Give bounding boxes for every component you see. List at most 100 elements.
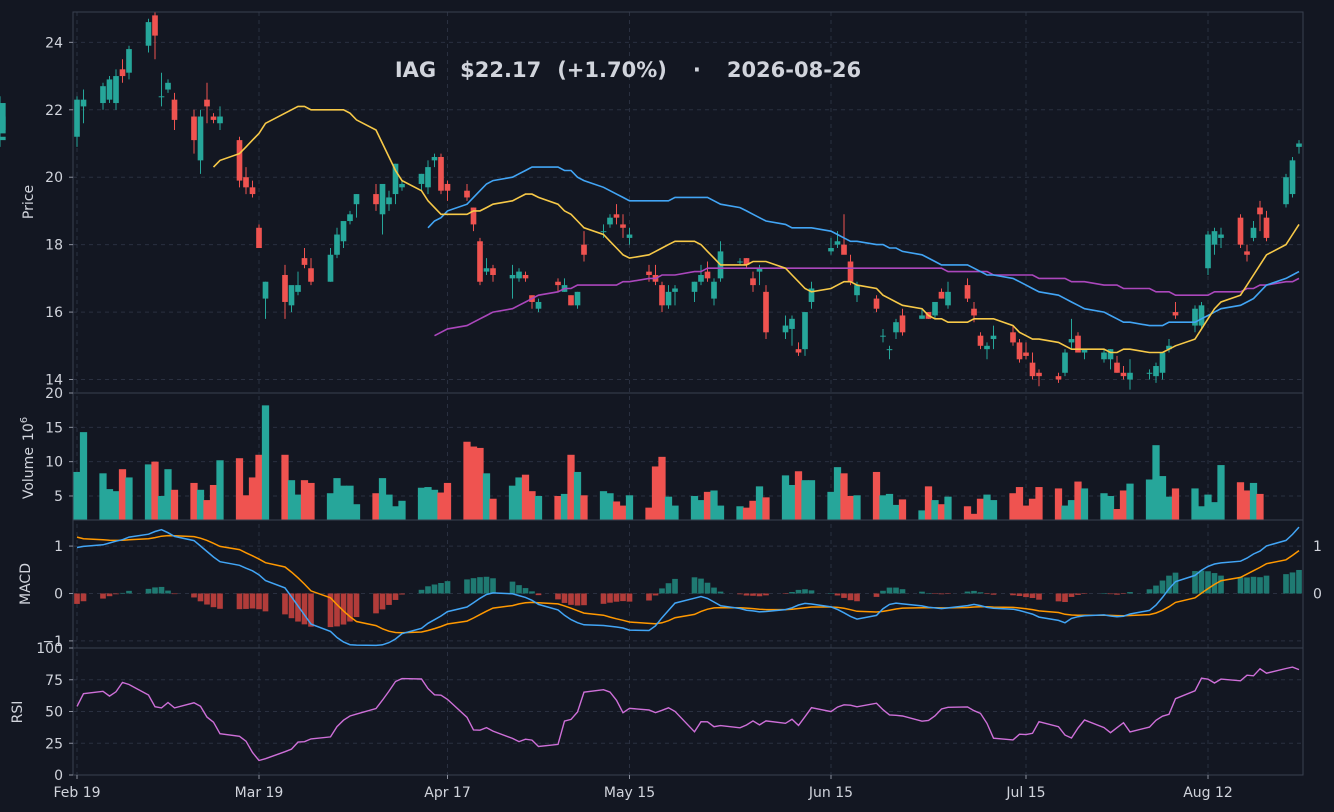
x-tick-label: Aug 12 — [1183, 785, 1233, 801]
candle-body — [100, 86, 106, 104]
price-axis-label: Price — [21, 185, 37, 219]
volume-bar — [203, 500, 211, 520]
candle-body — [295, 285, 301, 292]
candle-body — [691, 281, 698, 292]
volume-bar — [716, 505, 725, 520]
macd-histogram-bar — [100, 593, 106, 599]
volume-bar — [1009, 493, 1017, 520]
volume-bar — [1015, 487, 1024, 520]
macd-histogram-bar — [652, 593, 659, 596]
candle-body — [938, 291, 945, 299]
macd-histogram-bar — [1250, 576, 1257, 594]
candle-body — [1159, 352, 1166, 373]
macd-histogram-bar — [1029, 593, 1036, 598]
macd-histogram-bar — [1127, 592, 1133, 594]
candle-body — [919, 315, 925, 319]
volume-bar — [801, 480, 809, 520]
macd-histogram-bar — [1237, 577, 1244, 594]
volume-bar — [287, 480, 296, 520]
candle-body — [327, 254, 334, 282]
macd-histogram-bar — [672, 578, 678, 594]
macd-histogram-bar — [158, 586, 165, 594]
volume-bar — [79, 432, 88, 520]
price-y-tick-label: 16 — [45, 305, 63, 321]
macd-histogram-bar — [470, 578, 477, 594]
macd-histogram-bar — [763, 593, 769, 596]
macd-y-tick-label: −1 — [42, 634, 63, 650]
title-date: 2026-08-26 — [727, 58, 861, 82]
volume-bar — [489, 498, 497, 520]
macd-histogram-bar — [808, 590, 815, 594]
macd-histogram-bar — [717, 591, 724, 594]
volume-bar — [1054, 488, 1063, 520]
macd-histogram-bar — [353, 593, 360, 618]
candle-body — [438, 156, 444, 191]
macd-histogram-bar — [334, 593, 340, 627]
macd-histogram-bar — [984, 593, 990, 595]
candle-body — [899, 315, 906, 333]
macd-histogram-bar — [607, 593, 613, 603]
candle-body — [431, 156, 438, 161]
volume-bar — [1152, 445, 1160, 520]
volume-bar — [703, 491, 712, 520]
volume-bar — [1171, 488, 1180, 520]
volume-y-tick-label: 5 — [54, 489, 63, 505]
candle-body — [1257, 207, 1263, 215]
macd-histogram-bar — [743, 593, 750, 596]
volume-bar — [840, 473, 848, 520]
candle-body — [535, 301, 542, 309]
volume-bar — [515, 477, 523, 520]
volume-panel — [73, 405, 1264, 520]
volume-bar — [625, 495, 634, 520]
candle-body — [262, 281, 269, 299]
macd-histogram-bar — [295, 593, 301, 622]
candle-body — [971, 308, 977, 316]
volume-bar — [255, 454, 263, 520]
candle-body — [145, 22, 152, 46]
candle-body — [1237, 217, 1244, 245]
candle-body — [392, 163, 399, 195]
volume-bar — [164, 469, 172, 520]
macd-histogram-bar — [217, 593, 223, 609]
macd-histogram-bar — [1159, 580, 1166, 594]
macd-histogram-bar — [1036, 593, 1042, 600]
candle-body — [1198, 305, 1205, 326]
ma-slow-line — [434, 267, 1300, 337]
rsi-panel — [76, 666, 1300, 762]
volume-bar — [944, 496, 952, 520]
candle-body — [119, 69, 126, 77]
candle-body — [789, 318, 795, 329]
volume-bar — [560, 493, 569, 520]
candle-body — [399, 183, 405, 188]
volume-bar — [989, 500, 998, 520]
macd-panel — [74, 526, 1302, 647]
macd-histogram-bar — [165, 590, 171, 594]
macd-histogram-bar — [1023, 593, 1029, 598]
candle-body — [555, 281, 561, 286]
macd-histogram-bar — [191, 593, 197, 598]
volume-bar — [352, 504, 361, 520]
volume-bar — [157, 495, 166, 520]
macd-histogram-bar — [990, 593, 997, 595]
volume-bar — [430, 489, 439, 520]
volume-bar — [528, 491, 536, 520]
candle-body — [802, 312, 808, 350]
volume-bar — [781, 475, 790, 520]
volume-bar — [963, 506, 972, 520]
volume-bar — [736, 506, 744, 520]
volume-bar — [1217, 465, 1225, 520]
candle-body — [1062, 352, 1068, 373]
volume-bar — [125, 477, 133, 520]
volume-bar — [645, 507, 653, 520]
macd-histogram-bar — [483, 576, 490, 594]
volume-bar — [1080, 488, 1089, 520]
candle-body — [990, 335, 997, 340]
volume-bar — [755, 486, 764, 520]
macd-histogram-bar — [802, 589, 808, 594]
macd-histogram-bar — [399, 593, 405, 595]
candle-body — [256, 227, 262, 249]
macd-histogram-bar — [945, 593, 951, 594]
macd-histogram-bar — [249, 593, 256, 609]
